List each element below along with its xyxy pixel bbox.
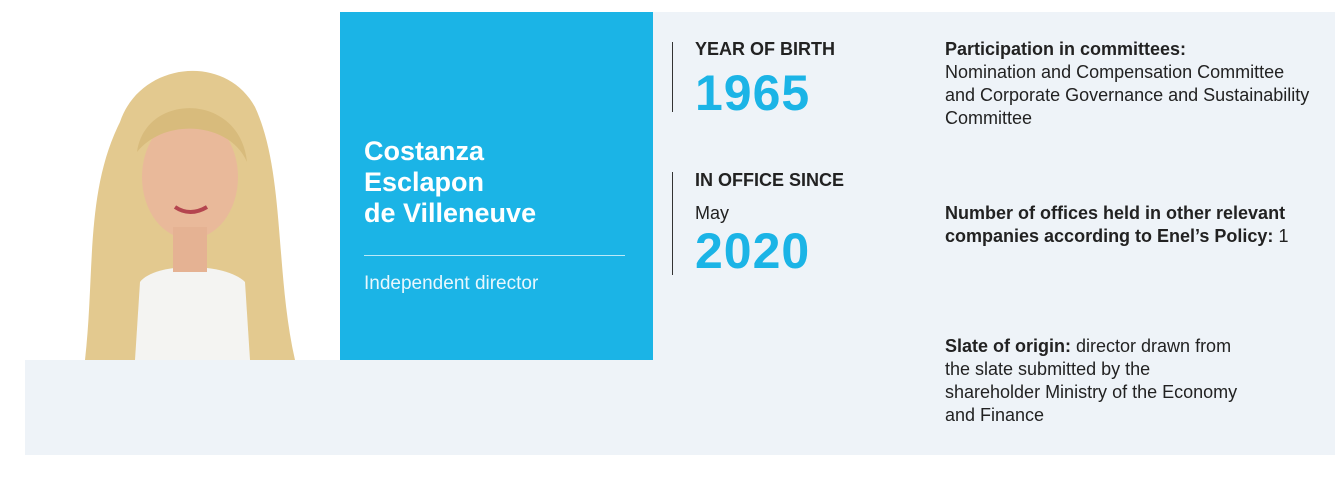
- committees: Participation in committees: Nomination a…: [945, 38, 1315, 130]
- committees-text: Nomination and Compensation Committee an…: [945, 62, 1310, 128]
- name-line: de Villeneuve: [364, 198, 537, 228]
- slate-text: director drawn from the slate submitted …: [945, 336, 1238, 425]
- office-label: IN OFFICE SINCE: [695, 170, 845, 190]
- birth-year: 1965: [695, 65, 811, 121]
- offices: Number of offices held in other relevant…: [945, 202, 1310, 248]
- name-line: Costanza: [364, 136, 485, 166]
- accent-line: [672, 172, 673, 275]
- accent-line: [672, 42, 673, 112]
- divider: [364, 255, 625, 256]
- slate: Slate of origin: director drawn from the…: [945, 335, 1245, 427]
- director-name: Costanza Esclapon de Villeneuve: [364, 136, 536, 229]
- name-box: [340, 12, 653, 360]
- portrait: [25, 12, 340, 360]
- offices-value: 1: [1278, 226, 1289, 246]
- slate-label: Slate of origin:: [945, 336, 1071, 356]
- office-month: May: [695, 203, 730, 223]
- role: Independent director: [364, 273, 539, 294]
- office-year: 2020: [695, 223, 811, 279]
- birth-label: YEAR OF BIRTH: [695, 39, 836, 59]
- offices-label: Number of offices held in other relevant…: [945, 203, 1286, 246]
- name-line: Esclapon: [364, 167, 485, 197]
- committees-label: Participation in committees:: [945, 39, 1187, 59]
